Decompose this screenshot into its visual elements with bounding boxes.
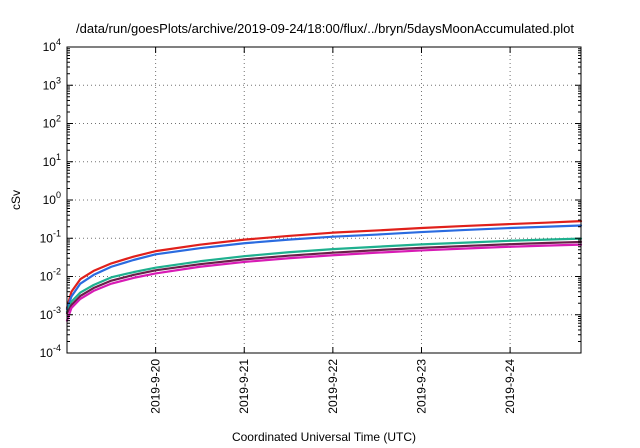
y-tick-label: 103 bbox=[43, 75, 61, 92]
y-tick-exponent: -1 bbox=[53, 228, 61, 238]
y-tick-label: 10-2 bbox=[40, 267, 61, 284]
x-tick-label: 2019-9-24 bbox=[503, 359, 517, 414]
series-line-5 bbox=[65, 243, 583, 322]
y-tick-exponent: -3 bbox=[53, 305, 61, 315]
y-tick-exponent: -4 bbox=[53, 343, 61, 353]
y-tick-exponent: 3 bbox=[56, 75, 61, 85]
y-tick-label: 100 bbox=[43, 190, 61, 207]
y-tick-exponent: 4 bbox=[56, 37, 61, 47]
y-tick-label: 10-3 bbox=[40, 305, 61, 322]
grid bbox=[67, 47, 581, 353]
series-group bbox=[65, 220, 583, 322]
x-axis-label: Coordinated Universal Time (UTC) bbox=[232, 430, 416, 444]
x-tick-label: 2019-9-20 bbox=[149, 359, 163, 414]
chart-title: /data/run/goesPlots/archive/2019-09-24/1… bbox=[76, 21, 574, 36]
y-tick-exponent: -2 bbox=[53, 267, 61, 277]
x-tick-label: 2019-9-23 bbox=[414, 359, 428, 414]
y-tick-label: 101 bbox=[43, 152, 61, 169]
series-line-3 bbox=[65, 237, 583, 313]
y-tick-label: 102 bbox=[43, 114, 61, 131]
y-tick-label: 10-1 bbox=[40, 228, 61, 245]
y-tick-label: 10-4 bbox=[40, 343, 61, 360]
x-tick-label: 2019-9-21 bbox=[237, 359, 251, 414]
series-line-4 bbox=[65, 240, 583, 315]
axes: 10-410-310-210-11001011021031042019-9-20… bbox=[40, 37, 581, 414]
series-line-2 bbox=[65, 224, 583, 311]
y-tick-label: 104 bbox=[43, 37, 61, 54]
y-tick-exponent: 2 bbox=[56, 114, 61, 124]
y-tick-exponent: 1 bbox=[56, 152, 61, 162]
x-tick-label: 2019-9-22 bbox=[326, 359, 340, 414]
y-axis-label: cSv bbox=[9, 190, 23, 210]
series-line-1 bbox=[65, 220, 583, 310]
y-tick-exponent: 0 bbox=[56, 190, 61, 200]
